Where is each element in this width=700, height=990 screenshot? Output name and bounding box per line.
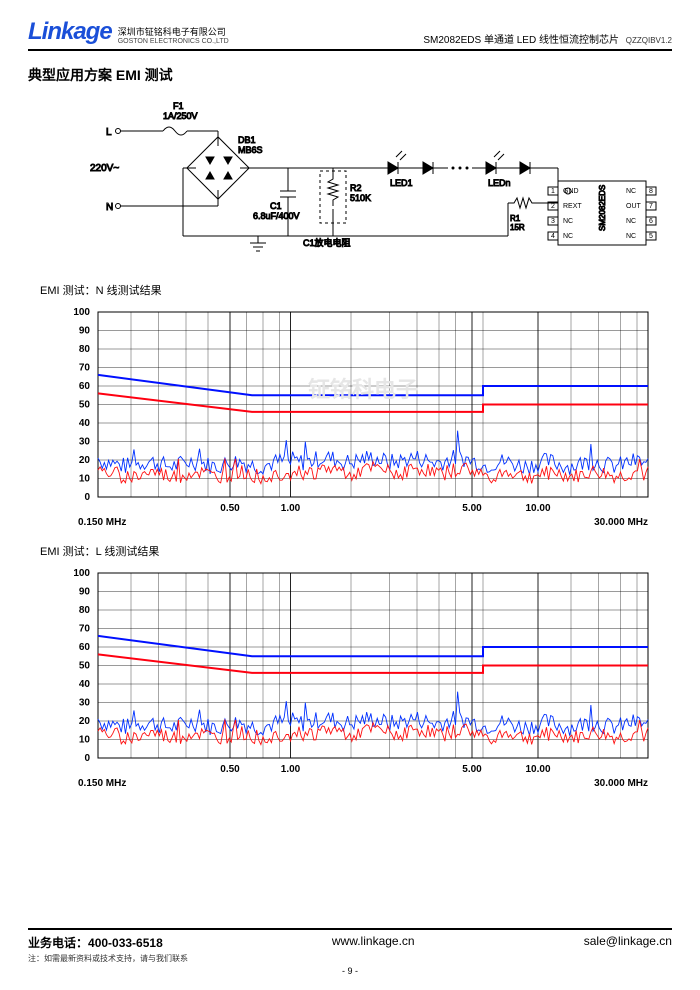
svg-text:10.00: 10.00 bbox=[525, 764, 550, 775]
chart-l-title: EMI 测试：L 线测试结果 bbox=[40, 543, 672, 559]
svg-text:0: 0 bbox=[84, 492, 90, 503]
svg-text:50: 50 bbox=[79, 661, 91, 672]
svg-text:1.00: 1.00 bbox=[281, 764, 301, 775]
svg-text:80: 80 bbox=[79, 605, 91, 616]
page-header: Linkage 深圳市钲铭科电子有限公司 GOSTON ELECTRONICS … bbox=[28, 18, 672, 51]
svg-text:0.150 MHz: 0.150 MHz bbox=[78, 778, 126, 789]
svg-text:LED1: LED1 bbox=[390, 178, 413, 188]
svg-text:NC: NC bbox=[563, 233, 573, 240]
svg-text:100: 100 bbox=[73, 307, 90, 318]
svg-text:70: 70 bbox=[79, 624, 91, 635]
product-name: SM2082EDS 单通道 LED 线性恒流控制芯片 bbox=[423, 35, 619, 46]
svg-text:R2: R2 bbox=[350, 183, 362, 193]
svg-text:100: 100 bbox=[73, 568, 90, 579]
footer-note: 注：如需最新资料或技术支持，请与我们联系 bbox=[28, 953, 672, 964]
svg-text:NC: NC bbox=[626, 233, 636, 240]
svg-text:90: 90 bbox=[79, 326, 91, 337]
svg-text:7: 7 bbox=[649, 203, 653, 210]
svg-text:1A/250V: 1A/250V bbox=[163, 111, 198, 121]
emi-chart-n: 0 10 20 30 40 50 60 70 80 90 100 0.50 1.00 5.00 10.00 0… bbox=[28, 302, 668, 532]
footer-phone-label: 业务电话： bbox=[28, 936, 88, 950]
svg-text:MB6S: MB6S bbox=[238, 145, 263, 155]
svg-text:NC: NC bbox=[563, 218, 573, 225]
svg-text:1.00: 1.00 bbox=[281, 503, 301, 514]
svg-text:40: 40 bbox=[79, 679, 91, 690]
svg-text:20: 20 bbox=[79, 716, 91, 727]
svg-text:GND: GND bbox=[563, 188, 579, 195]
svg-text:5.00: 5.00 bbox=[462, 503, 482, 514]
svg-text:90: 90 bbox=[79, 587, 91, 598]
doc-code: QZZQIBV1.2 bbox=[626, 36, 672, 45]
svg-text:60: 60 bbox=[79, 642, 91, 653]
svg-text:15R: 15R bbox=[510, 223, 525, 232]
svg-text:0.50: 0.50 bbox=[220, 764, 240, 775]
svg-text:LEDn: LEDn bbox=[488, 178, 511, 188]
schematic-diagram: L F1 1A/250V DB1 MB6S 220V~ N bbox=[28, 91, 668, 271]
logo-text: Linkage bbox=[28, 18, 112, 46]
svg-text:NC: NC bbox=[626, 188, 636, 195]
svg-text:5: 5 bbox=[649, 233, 653, 240]
footer-email: sale@linkage.cn bbox=[584, 934, 672, 951]
footer-phone: 400-033-6518 bbox=[88, 936, 163, 950]
svg-text:6: 6 bbox=[649, 218, 653, 225]
svg-text:SM2082EDS: SM2082EDS bbox=[598, 185, 607, 231]
svg-text:30.000 MHz: 30.000 MHz bbox=[594, 778, 648, 789]
svg-text:F1: F1 bbox=[173, 101, 184, 111]
page-footer: 业务电话：400-033-6518 www.linkage.cn sale@li… bbox=[28, 928, 672, 976]
svg-text:2: 2 bbox=[551, 203, 555, 210]
svg-text:N: N bbox=[106, 202, 113, 213]
svg-text:10.00: 10.00 bbox=[525, 503, 550, 514]
svg-text:C1: C1 bbox=[270, 201, 282, 211]
svg-text:6.8uF/400V: 6.8uF/400V bbox=[253, 211, 300, 221]
svg-text:C1放电电阻: C1放电电阻 bbox=[303, 237, 351, 248]
svg-text:NC: NC bbox=[626, 218, 636, 225]
svg-text:4: 4 bbox=[551, 233, 555, 240]
svg-text:80: 80 bbox=[79, 344, 91, 355]
svg-text:30.000 MHz: 30.000 MHz bbox=[594, 517, 648, 528]
svg-text:0: 0 bbox=[84, 753, 90, 764]
svg-text:220V~: 220V~ bbox=[90, 163, 119, 174]
svg-text:50: 50 bbox=[79, 400, 91, 411]
svg-text:510K: 510K bbox=[350, 193, 371, 203]
svg-text:40: 40 bbox=[79, 418, 91, 429]
company-cn: 深圳市钲铭科电子有限公司 bbox=[118, 27, 229, 38]
svg-text:10: 10 bbox=[79, 474, 91, 485]
svg-text:30: 30 bbox=[79, 437, 91, 448]
company-en: GOSTON ELECTRONICS CO.,LTD bbox=[118, 38, 229, 46]
page-number: - 9 - bbox=[28, 966, 672, 976]
svg-text:30: 30 bbox=[79, 698, 91, 709]
svg-text:0.150 MHz: 0.150 MHz bbox=[78, 517, 126, 528]
svg-text:20: 20 bbox=[79, 455, 91, 466]
svg-text:R1: R1 bbox=[510, 214, 521, 223]
svg-text:10: 10 bbox=[79, 735, 91, 746]
emi-chart-l: 0 10 20 30 40 50 60 70 80 90 100 0.50 1.00 5.00 10.00 0… bbox=[28, 563, 668, 793]
svg-text:5.00: 5.00 bbox=[462, 764, 482, 775]
svg-text:L: L bbox=[106, 127, 112, 138]
svg-text:70: 70 bbox=[79, 363, 91, 374]
svg-text:REXT: REXT bbox=[563, 203, 582, 210]
svg-text:8: 8 bbox=[649, 188, 653, 195]
svg-text:DB1: DB1 bbox=[238, 135, 256, 145]
footer-url: www.linkage.cn bbox=[332, 934, 415, 951]
svg-text:OUT: OUT bbox=[626, 203, 642, 210]
svg-text:0.50: 0.50 bbox=[220, 503, 240, 514]
svg-text:1: 1 bbox=[551, 188, 555, 195]
chart-n-title: EMI 测试：N 线测试结果 bbox=[40, 282, 672, 298]
svg-text:3: 3 bbox=[551, 218, 555, 225]
section-title: 典型应用方案 EMI 测试 bbox=[28, 65, 672, 85]
svg-text:60: 60 bbox=[79, 381, 91, 392]
